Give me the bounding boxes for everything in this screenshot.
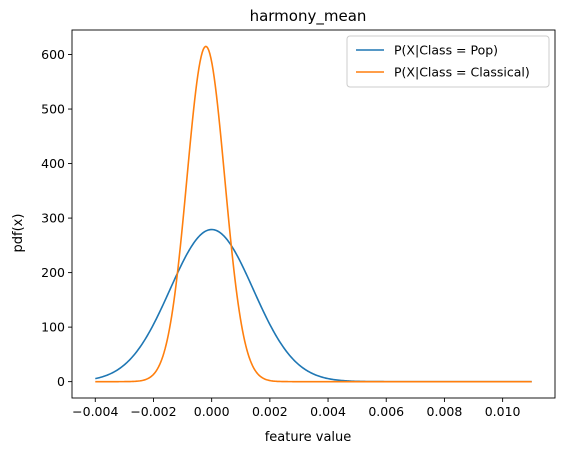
y-tick-label: 400 <box>41 156 65 171</box>
x-tick-label: −0.004 <box>72 404 118 419</box>
x-tick-label: −0.002 <box>130 404 176 419</box>
y-tick-label: 100 <box>41 320 65 335</box>
y-tick-label: 0 <box>57 374 65 389</box>
legend: P(X|Class = Pop) P(X|Class = Classical) <box>347 36 549 87</box>
x-tick-label: 0.004 <box>310 404 346 419</box>
y-tick-label: 600 <box>41 47 65 62</box>
y-tick-label: 300 <box>41 211 65 226</box>
x-axis-label: feature value <box>265 430 352 445</box>
x-tick-label: 0.002 <box>252 404 288 419</box>
x-tick-label: 0.008 <box>427 404 463 419</box>
x-tick-label: 0.010 <box>485 404 521 419</box>
y-axis-label: pdf(x) <box>11 214 26 253</box>
x-tick-label: 0.000 <box>194 404 230 419</box>
legend-label: P(X|Class = Pop) <box>394 43 498 58</box>
legend-label: P(X|Class = Classical) <box>394 65 530 80</box>
chart-title: harmony_mean <box>250 7 367 26</box>
y-tick-label: 200 <box>41 265 65 280</box>
y-tick-label: 500 <box>41 102 65 117</box>
x-tick-label: 0.006 <box>368 404 404 419</box>
